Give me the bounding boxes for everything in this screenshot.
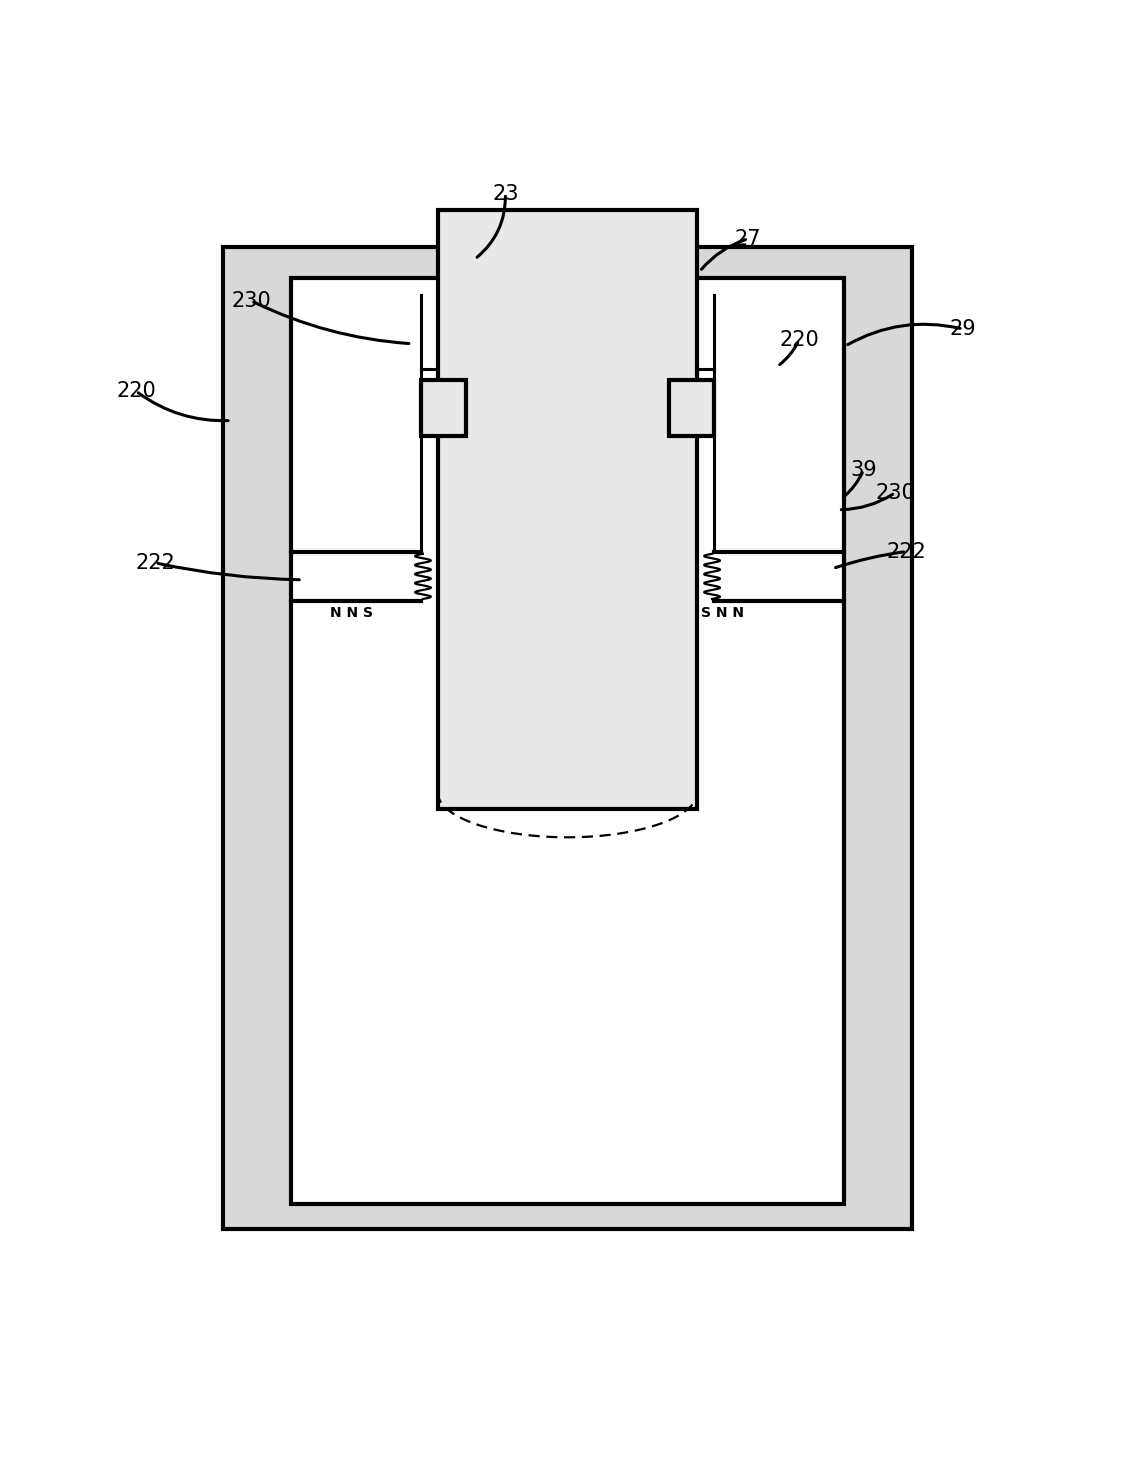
- Text: 23: 23: [493, 184, 519, 203]
- Text: 220: 220: [779, 330, 819, 350]
- Bar: [670, 380, 714, 437]
- Text: 29: 29: [950, 320, 976, 339]
- Text: 222: 222: [886, 542, 926, 562]
- Text: 230: 230: [232, 291, 271, 311]
- Text: N N S: N N S: [330, 606, 373, 619]
- Text: 230: 230: [875, 483, 915, 502]
- Text: 222: 222: [135, 553, 175, 572]
- Text: S N N: S N N: [700, 606, 743, 619]
- Text: 27: 27: [735, 229, 762, 248]
- Text: 39: 39: [850, 460, 876, 480]
- Bar: [222, 247, 913, 1229]
- Bar: [438, 210, 697, 809]
- Text: 220: 220: [116, 381, 155, 402]
- Bar: [291, 279, 844, 1204]
- Bar: [421, 380, 465, 437]
